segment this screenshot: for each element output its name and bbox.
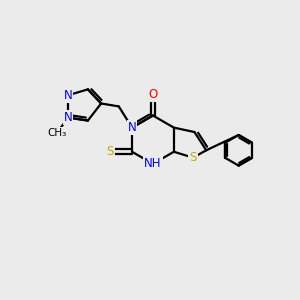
Text: S: S bbox=[106, 145, 114, 158]
Text: N: N bbox=[128, 121, 136, 134]
Text: NH: NH bbox=[144, 157, 162, 170]
Text: CH₃: CH₃ bbox=[47, 128, 67, 138]
Text: N: N bbox=[64, 111, 73, 124]
Text: S: S bbox=[189, 151, 197, 164]
Text: N: N bbox=[64, 89, 73, 102]
Text: O: O bbox=[148, 88, 158, 101]
